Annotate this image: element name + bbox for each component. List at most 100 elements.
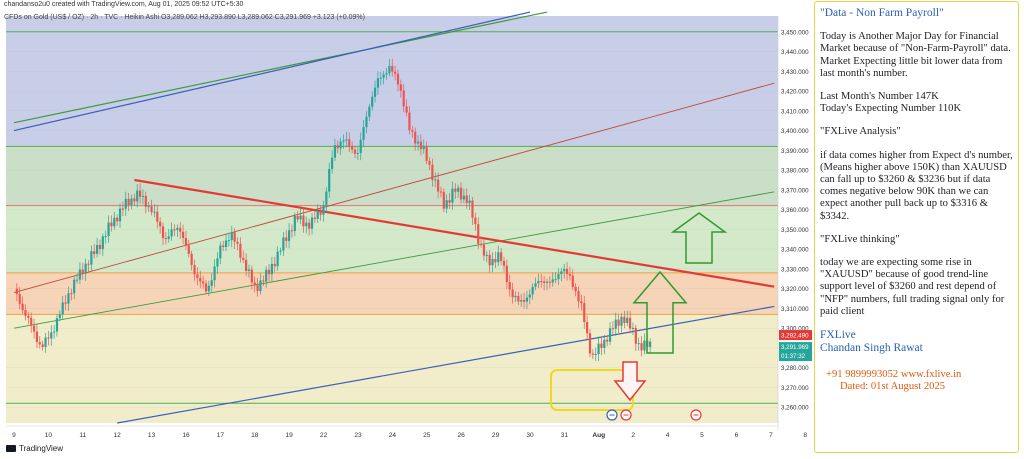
candle-body-145 xyxy=(431,164,434,181)
candle-body-52 xyxy=(164,238,167,240)
candle-body-7 xyxy=(35,331,39,343)
candle-body-59 xyxy=(184,237,188,246)
candle-body-75 xyxy=(230,232,233,241)
ha-close-text: 3,291.969 xyxy=(781,344,809,351)
x-tick-label-4: 13 xyxy=(148,432,156,439)
candle-body-188 xyxy=(554,279,557,281)
y-tick-label-5: 3,310.000 xyxy=(781,306,809,313)
candle-body-114 xyxy=(342,140,345,142)
candle-body-41 xyxy=(133,198,136,202)
candle-body-89 xyxy=(270,263,273,275)
y-tick-label-16: 3,420.000 xyxy=(781,89,809,96)
x-tick-label-10: 23 xyxy=(354,432,362,439)
candle-body-25 xyxy=(87,263,90,265)
candle-body-158 xyxy=(468,200,471,204)
y-tick-label-13: 3,390.000 xyxy=(781,148,809,155)
candle-body-215 xyxy=(631,327,635,329)
candle-body-113 xyxy=(339,141,342,149)
x-tick-label-19: 4 xyxy=(666,432,670,439)
candle-body-199 xyxy=(586,322,589,334)
candle-body-15 xyxy=(58,314,61,319)
y-tick-label-10: 3,360.000 xyxy=(781,207,809,214)
price-chart[interactable]: 3,260.0003,270.0003,280.0003,290.0003,30… xyxy=(0,0,812,459)
tradingview-logo[interactable]: TradingView xyxy=(6,444,63,453)
candle-body-182 xyxy=(537,280,540,284)
candle-body-93 xyxy=(282,237,285,251)
candle-body-69 xyxy=(213,266,216,281)
contact-date: Dated: 01st August 2025 xyxy=(840,381,946,393)
candle-body-221 xyxy=(649,341,652,348)
chart-area[interactable]: 3,260.0003,270.0003,280.0003,290.0003,30… xyxy=(0,0,812,459)
candle-body-77 xyxy=(236,241,239,244)
y-tick-label-4: 3,300.000 xyxy=(781,326,809,333)
candle-body-70 xyxy=(216,258,219,267)
candle-body-47 xyxy=(150,206,153,213)
candle-body-60 xyxy=(187,245,190,254)
candle-body-72 xyxy=(222,245,225,247)
candle-body-18 xyxy=(67,293,70,304)
zone-upper-green xyxy=(6,146,778,206)
candle-body-203 xyxy=(597,343,600,355)
candle-body-216 xyxy=(634,327,637,344)
candle-body-122 xyxy=(365,116,368,128)
candle-body-161 xyxy=(477,224,480,244)
candle-body-71 xyxy=(219,245,222,259)
candle-body-201 xyxy=(591,353,594,355)
candle-body-204 xyxy=(600,343,603,348)
candle-body-193 xyxy=(568,274,572,276)
candle-body-189 xyxy=(557,274,560,280)
resistance-red-trendline xyxy=(134,178,775,288)
current-price-tag xyxy=(779,330,812,341)
chart-header: chandanso2u0 created with TradingView.co… xyxy=(4,1,365,21)
candle-body-1 xyxy=(18,294,21,304)
candle-body-46 xyxy=(147,206,150,208)
y-tick-label-6: 3,320.000 xyxy=(781,286,809,293)
candle-body-43 xyxy=(138,190,142,197)
candle-body-130 xyxy=(388,65,391,74)
tradingview-logo-icon xyxy=(6,445,16,452)
candle-body-176 xyxy=(520,300,523,302)
candle-body-126 xyxy=(376,78,380,88)
channel-green-line xyxy=(13,191,775,329)
candle-body-154 xyxy=(457,187,460,192)
x-tick-label-2: 11 xyxy=(79,432,86,439)
x-tick-label-17: Aug xyxy=(592,432,605,439)
candle-body-111 xyxy=(333,145,337,158)
x-tick-label-12: 25 xyxy=(423,432,431,439)
candle-body-194 xyxy=(571,275,574,287)
channel-upper-green-line xyxy=(13,11,548,124)
candle-body-198 xyxy=(583,303,586,323)
candle-body-121 xyxy=(362,127,365,140)
candle-body-88 xyxy=(267,269,271,275)
candle-body-92 xyxy=(279,250,282,252)
contact-phone-web[interactable]: +91 9899993052 www.fxlive.in xyxy=(826,369,962,381)
candle-body-124 xyxy=(371,96,374,107)
candle-body-66 xyxy=(204,283,208,292)
candle-body-99 xyxy=(299,215,302,220)
candle-body-159 xyxy=(471,200,474,218)
candle-body-202 xyxy=(594,354,597,356)
candle-body-183 xyxy=(540,280,543,282)
candle-body-131 xyxy=(391,65,394,72)
candle-body-68 xyxy=(210,280,213,286)
candle-body-186 xyxy=(548,281,551,283)
y-tick-label-2: 3,280.000 xyxy=(781,365,809,372)
candle-body-94 xyxy=(285,237,288,241)
x-tick-label-3: 12 xyxy=(114,432,122,439)
candle-body-24 xyxy=(84,263,87,274)
candle-body-105 xyxy=(316,211,319,219)
candle-body-116 xyxy=(348,139,351,147)
candle-body-190 xyxy=(560,271,563,275)
channel-upper-blue-line xyxy=(13,11,531,132)
x-tick-label-8: 19 xyxy=(286,432,294,439)
candle-body-51 xyxy=(161,226,165,239)
candle-body-120 xyxy=(359,139,362,153)
candle-body-61 xyxy=(190,253,193,266)
expected-number: Today's Expecting Number 110K xyxy=(820,103,962,115)
candle-body-160 xyxy=(474,217,477,225)
candle-body-134 xyxy=(399,84,402,91)
candle-body-91 xyxy=(276,251,279,267)
candle-body-206 xyxy=(606,339,609,342)
x-tick-label-1: 10 xyxy=(45,432,53,439)
zone-bottom xyxy=(6,314,778,423)
